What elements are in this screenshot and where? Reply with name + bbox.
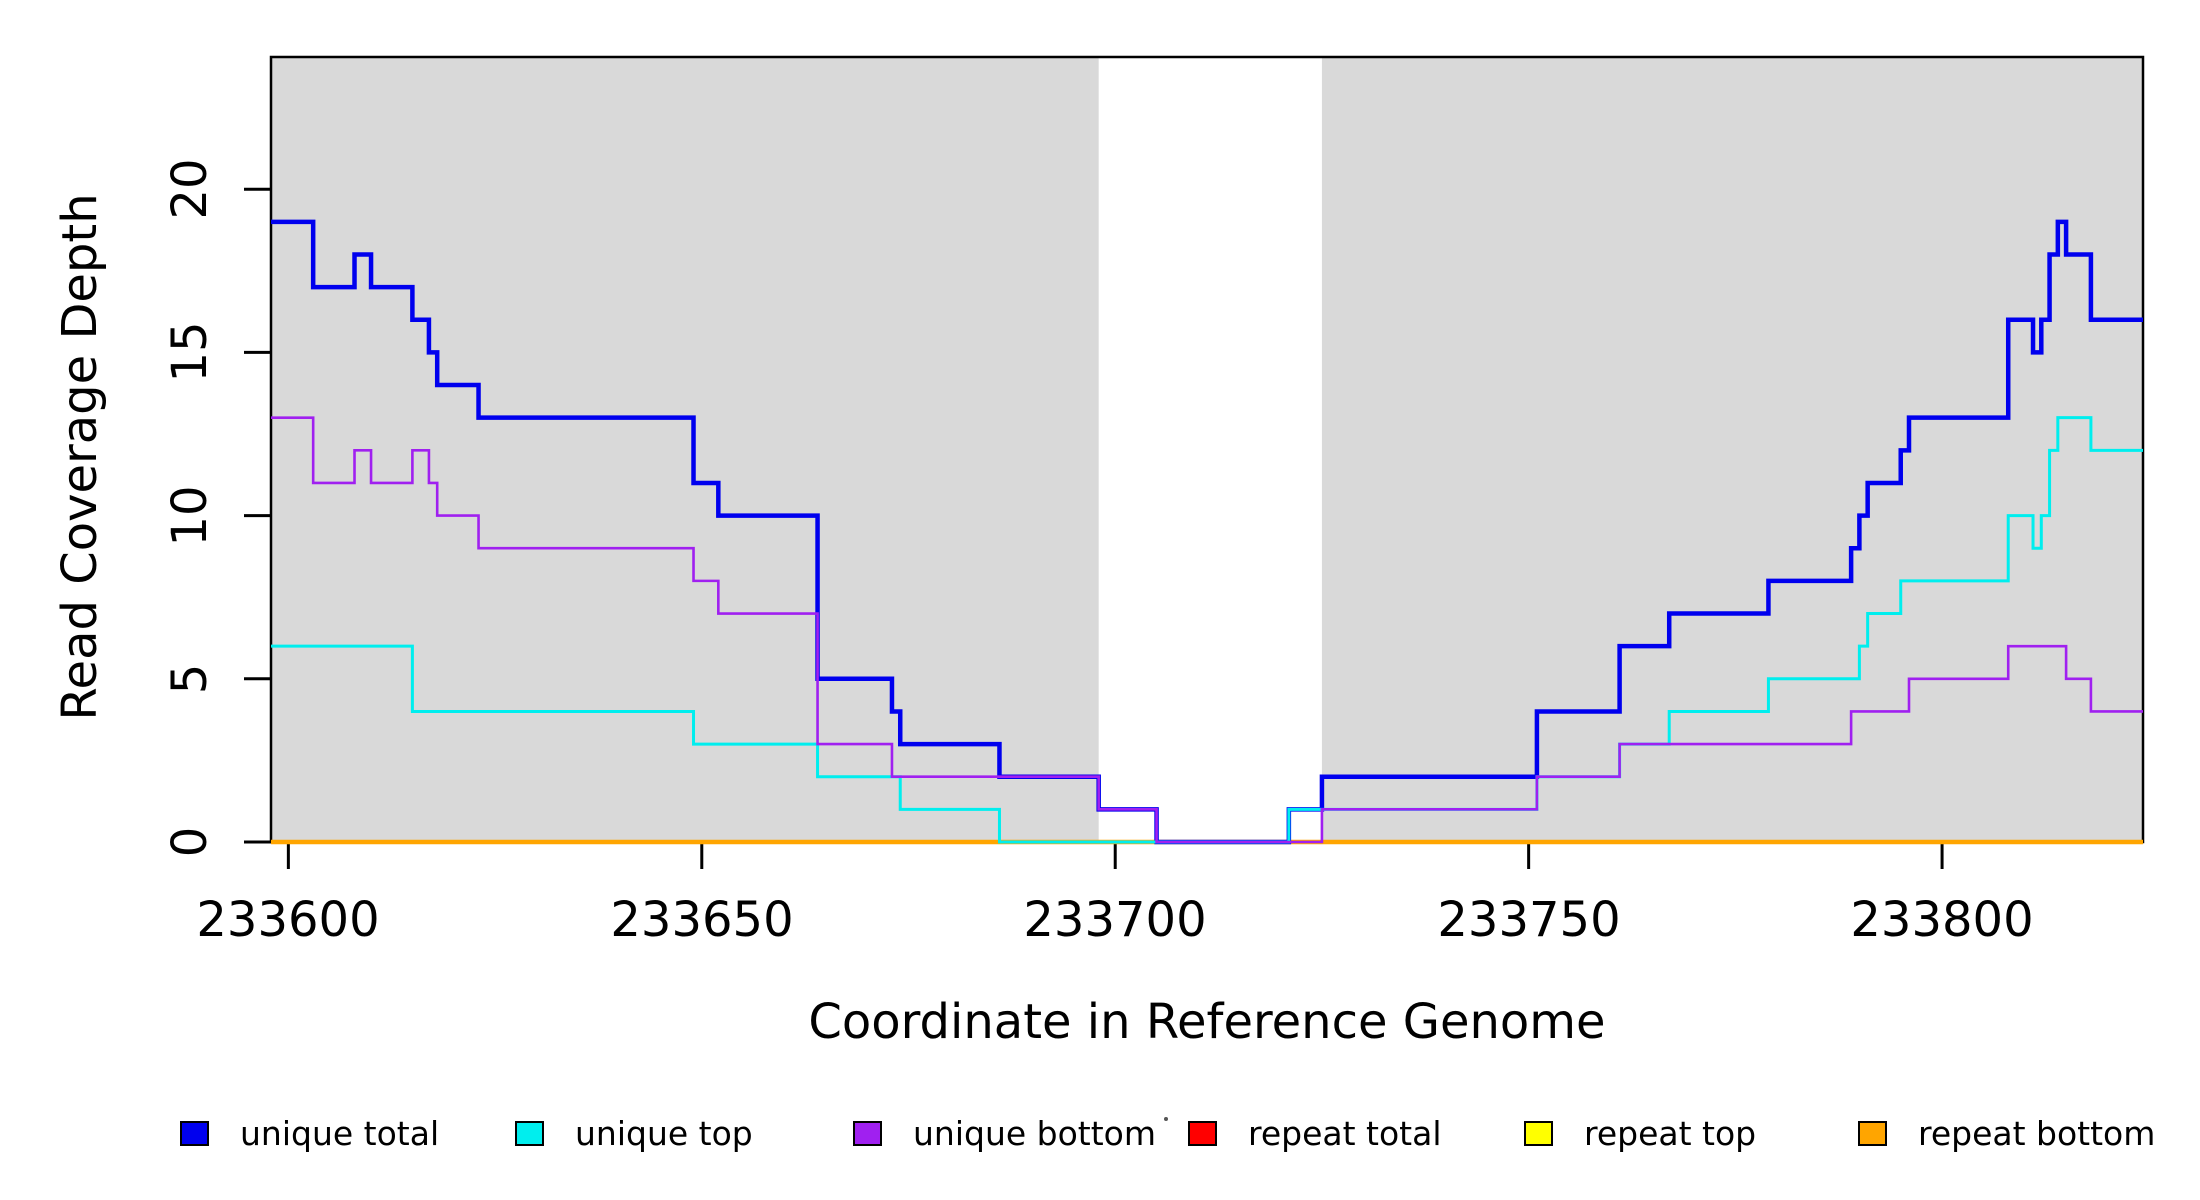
- legend-item-unique-bottom: unique bottom: [853, 1114, 1156, 1153]
- legend-swatch-repeat-total: [1188, 1120, 1217, 1146]
- legend-swatch-unique-bottom: [853, 1120, 882, 1146]
- legend-swatch-repeat-bottom: [1858, 1120, 1887, 1146]
- legend-swatch-unique-top: [515, 1120, 544, 1146]
- legend-swatch-repeat-top: [1524, 1120, 1553, 1146]
- legend-item-repeat-total: repeat total: [1188, 1114, 1442, 1153]
- x-axis-title: Coordinate in Reference Genome: [808, 994, 1606, 1050]
- series-line-unique-total: [271, 219, 2143, 845]
- legend-item-unique-total: unique total: [180, 1114, 439, 1153]
- legend-item-unique-top: unique top: [515, 1114, 753, 1153]
- x-tick-label-233800: 233800: [1850, 892, 2034, 948]
- y-tick-label-10: 10: [162, 485, 218, 547]
- legend-label-repeat-total: repeat total: [1248, 1113, 1442, 1153]
- x-tick-label-233650: 233650: [610, 892, 794, 948]
- legend-label-repeat-top: repeat top: [1584, 1113, 1757, 1153]
- legend-label-unique-top: unique top: [575, 1113, 753, 1153]
- legend-label-unique-bottom: unique bottom: [913, 1113, 1157, 1153]
- x-tick-label-233700: 233700: [1023, 892, 1207, 948]
- legend-label-repeat-bottom: repeat bottom: [1918, 1113, 2156, 1153]
- legend-label-unique-total: unique total: [240, 1113, 440, 1153]
- legend-swatch-unique-total: [180, 1120, 209, 1146]
- x-tick-label-233750: 233750: [1437, 892, 1621, 948]
- stray-dot: [1164, 1117, 1168, 1121]
- shaded-region-1: [1321, 57, 2143, 842]
- legend-item-repeat-bottom: repeat bottom: [1858, 1114, 2155, 1153]
- y-axis-title: Read Coverage Depth: [52, 193, 108, 721]
- y-tick-label-20: 20: [162, 158, 218, 220]
- legend-item-repeat-top: repeat top: [1524, 1114, 1756, 1153]
- shaded-region-0: [271, 57, 1099, 842]
- y-tick-label-5: 5: [162, 663, 218, 695]
- y-tick-label-15: 15: [162, 321, 218, 383]
- series-line-unique-bottom: [271, 416, 2143, 844]
- y-tick-label-0: 0: [162, 826, 218, 858]
- series-line-unique-top: [271, 416, 2143, 844]
- x-tick-label-233600: 233600: [196, 892, 380, 948]
